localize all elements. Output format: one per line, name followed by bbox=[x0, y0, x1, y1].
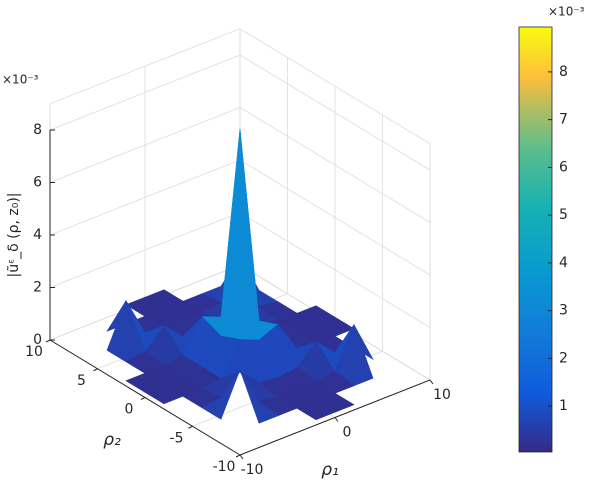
x-tick-label: 10 bbox=[433, 387, 451, 403]
y-tick-label: 10 bbox=[25, 344, 43, 360]
colorbar-multiplier: ×10⁻³ bbox=[548, 5, 585, 19]
x-tick bbox=[239, 454, 244, 460]
grid-line bbox=[49, 159, 241, 236]
y-tick bbox=[188, 425, 193, 429]
z-axis-label: |ũᵋ_δ (ρ, z₀)| bbox=[6, 192, 22, 277]
colorbar-tick-label: 6 bbox=[559, 159, 568, 175]
z-tick-label: 8 bbox=[33, 122, 42, 138]
colorbar-tick-label: 2 bbox=[559, 350, 568, 366]
x-axis-label: ρ₁ bbox=[321, 460, 339, 480]
surface-patch bbox=[220, 128, 260, 341]
surface bbox=[106, 128, 374, 424]
colorbar-tick-label: 7 bbox=[559, 112, 568, 128]
surface-patch bbox=[201, 369, 241, 420]
colorbar-tick-label: 5 bbox=[559, 207, 568, 223]
box-edge bbox=[49, 28, 241, 105]
grid-line bbox=[239, 54, 431, 171]
colorbar-tick-label: 4 bbox=[559, 255, 568, 271]
y-tick-label: -10 bbox=[213, 459, 236, 475]
z-tick-label: 4 bbox=[33, 227, 42, 243]
x-tick-label: 0 bbox=[343, 425, 352, 441]
y-tick bbox=[140, 397, 146, 400]
colorbar bbox=[518, 26, 553, 453]
box-edge bbox=[239, 28, 431, 145]
z-tick-label: 2 bbox=[33, 280, 42, 296]
y-axis-label: ρ₂ bbox=[103, 430, 121, 450]
colorbar-ticks: 1 2 3 4 5 6 7 8 bbox=[548, 64, 568, 414]
surface-patch bbox=[144, 384, 184, 405]
grid-line bbox=[49, 212, 241, 288]
z-tick-label: 6 bbox=[33, 175, 42, 191]
grid-line bbox=[239, 159, 431, 276]
grid-line bbox=[49, 54, 241, 131]
z-multiplier: ×10⁻³ bbox=[2, 73, 39, 87]
grid-line bbox=[239, 107, 431, 223]
grid-line bbox=[239, 212, 431, 328]
colorbar-tick-label: 8 bbox=[559, 64, 568, 80]
y-tick bbox=[93, 368, 98, 372]
z-tick-label: 0 bbox=[33, 332, 42, 348]
grid-line bbox=[49, 107, 241, 183]
y-tick-label: 5 bbox=[77, 373, 86, 389]
y-tick-label: -5 bbox=[170, 430, 184, 446]
y-tick bbox=[45, 339, 51, 343]
colorbar-tick-label: 3 bbox=[559, 303, 568, 319]
colorbar-tick-label: 1 bbox=[559, 398, 568, 414]
x-tick bbox=[334, 417, 339, 422]
x-tick-label: -10 bbox=[241, 462, 264, 478]
x-tick bbox=[429, 379, 434, 385]
y-tick bbox=[235, 454, 241, 458]
surface-patch bbox=[239, 369, 279, 424]
y-tick-label: 0 bbox=[125, 402, 134, 418]
surface-patch bbox=[296, 400, 336, 421]
